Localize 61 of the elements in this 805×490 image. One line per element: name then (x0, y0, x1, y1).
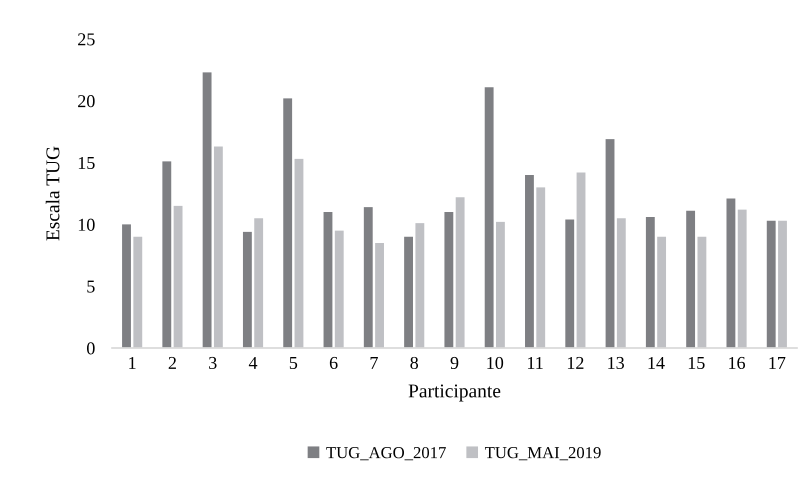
bar (766, 220, 776, 348)
bar (364, 207, 373, 348)
x-tick-label: 11 (528, 356, 543, 369)
bar (122, 224, 131, 348)
bar (254, 218, 264, 348)
y-tick-label: 5 (87, 280, 95, 293)
bar (456, 197, 465, 348)
x-tick-label: 17 (769, 356, 786, 369)
bar (174, 206, 183, 348)
bar (525, 174, 534, 348)
y-tick-label: 10 (78, 218, 95, 231)
bar (616, 218, 626, 348)
bar (202, 72, 212, 348)
x-tick-label: 13 (608, 356, 624, 370)
bar (375, 242, 384, 348)
legend-label: TUG_MAI_2019 (484, 447, 601, 460)
x-tick-label: 6 (330, 356, 338, 370)
bar (324, 212, 332, 348)
x-tick-label: 16 (729, 356, 746, 370)
y-tick-label: 25 (78, 33, 95, 46)
y-tick-label: 20 (78, 95, 95, 108)
legend-label: TUG_AGO_2017 (326, 447, 446, 460)
x-tick-label: 15 (688, 356, 705, 370)
bar (334, 230, 344, 348)
bar (294, 158, 304, 348)
bar (484, 87, 494, 348)
x-tick-label: 3 (209, 356, 217, 370)
bar (606, 139, 614, 348)
x-tick-label: 10 (487, 356, 504, 370)
bar (444, 212, 454, 348)
x-tick-label: 7 (370, 357, 378, 369)
bar (565, 219, 574, 348)
x-tick-label: 1 (129, 356, 136, 369)
x-tick-label: 14 (648, 356, 665, 369)
x-tick-label: 12 (568, 356, 584, 369)
x-axis-title: Participante (408, 384, 500, 402)
bar (576, 172, 586, 348)
bar (646, 216, 655, 348)
bar (657, 236, 666, 348)
bar (415, 223, 424, 348)
bar (726, 198, 736, 348)
bar (214, 146, 223, 348)
x-tick-label: 8 (410, 356, 418, 370)
bar (536, 187, 546, 348)
bar (778, 220, 787, 348)
bar (738, 210, 747, 348)
bar (133, 236, 142, 348)
x-tick-label: 9 (450, 356, 458, 370)
y-tick-label: 0 (86, 342, 95, 354)
bar (496, 222, 505, 348)
bar (242, 232, 252, 348)
y-tick-label: 15 (78, 156, 95, 170)
bar (283, 98, 292, 348)
bar (162, 161, 172, 348)
bar (404, 236, 413, 348)
x-tick-label: 4 (248, 356, 258, 369)
x-tick-label: 2 (168, 356, 176, 369)
x-tick-label: 5 (290, 357, 298, 370)
y-axis-title: Escala TUG (46, 146, 60, 241)
bar (686, 210, 696, 348)
bar (697, 236, 706, 348)
